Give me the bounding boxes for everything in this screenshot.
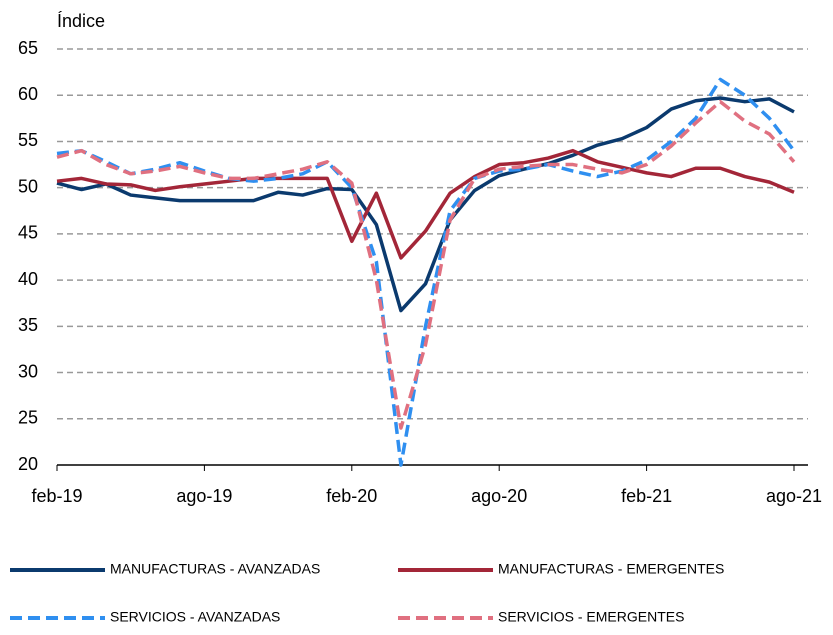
series-line [56,96,795,313]
series-line [56,148,795,260]
y-tick-label: 50 [18,176,38,196]
y-tick-label: 55 [18,130,38,150]
legend-label: SERVICIOS - EMERGENTES [498,609,684,625]
legend-label: SERVICIOS - AVANZADAS [110,609,280,625]
series-line [56,77,796,467]
y-tick-label: 25 [18,408,38,428]
y-tick-label: 35 [18,315,38,335]
legend-label: MANUFACTURAS - AVANZADAS [110,561,320,577]
series-line [56,99,796,430]
y-tick-label: 30 [18,361,38,381]
x-tick-label: feb-20 [326,486,377,506]
y-tick-label: 60 [18,84,38,104]
x-tick-label: ago-19 [176,486,232,506]
x-tick-label: feb-19 [31,486,82,506]
y-tick-label: 40 [18,269,38,289]
x-tick-label: feb-21 [621,486,672,506]
y-axis-title: Índice [57,11,105,31]
x-tick-label: ago-20 [471,486,527,506]
y-tick-label: 20 [18,454,38,474]
legend-label: MANUFACTURAS - EMERGENTES [498,561,724,577]
y-tick-label: 65 [18,38,38,58]
x-tick-label: ago-21 [766,486,822,506]
y-tick-label: 45 [18,223,38,243]
